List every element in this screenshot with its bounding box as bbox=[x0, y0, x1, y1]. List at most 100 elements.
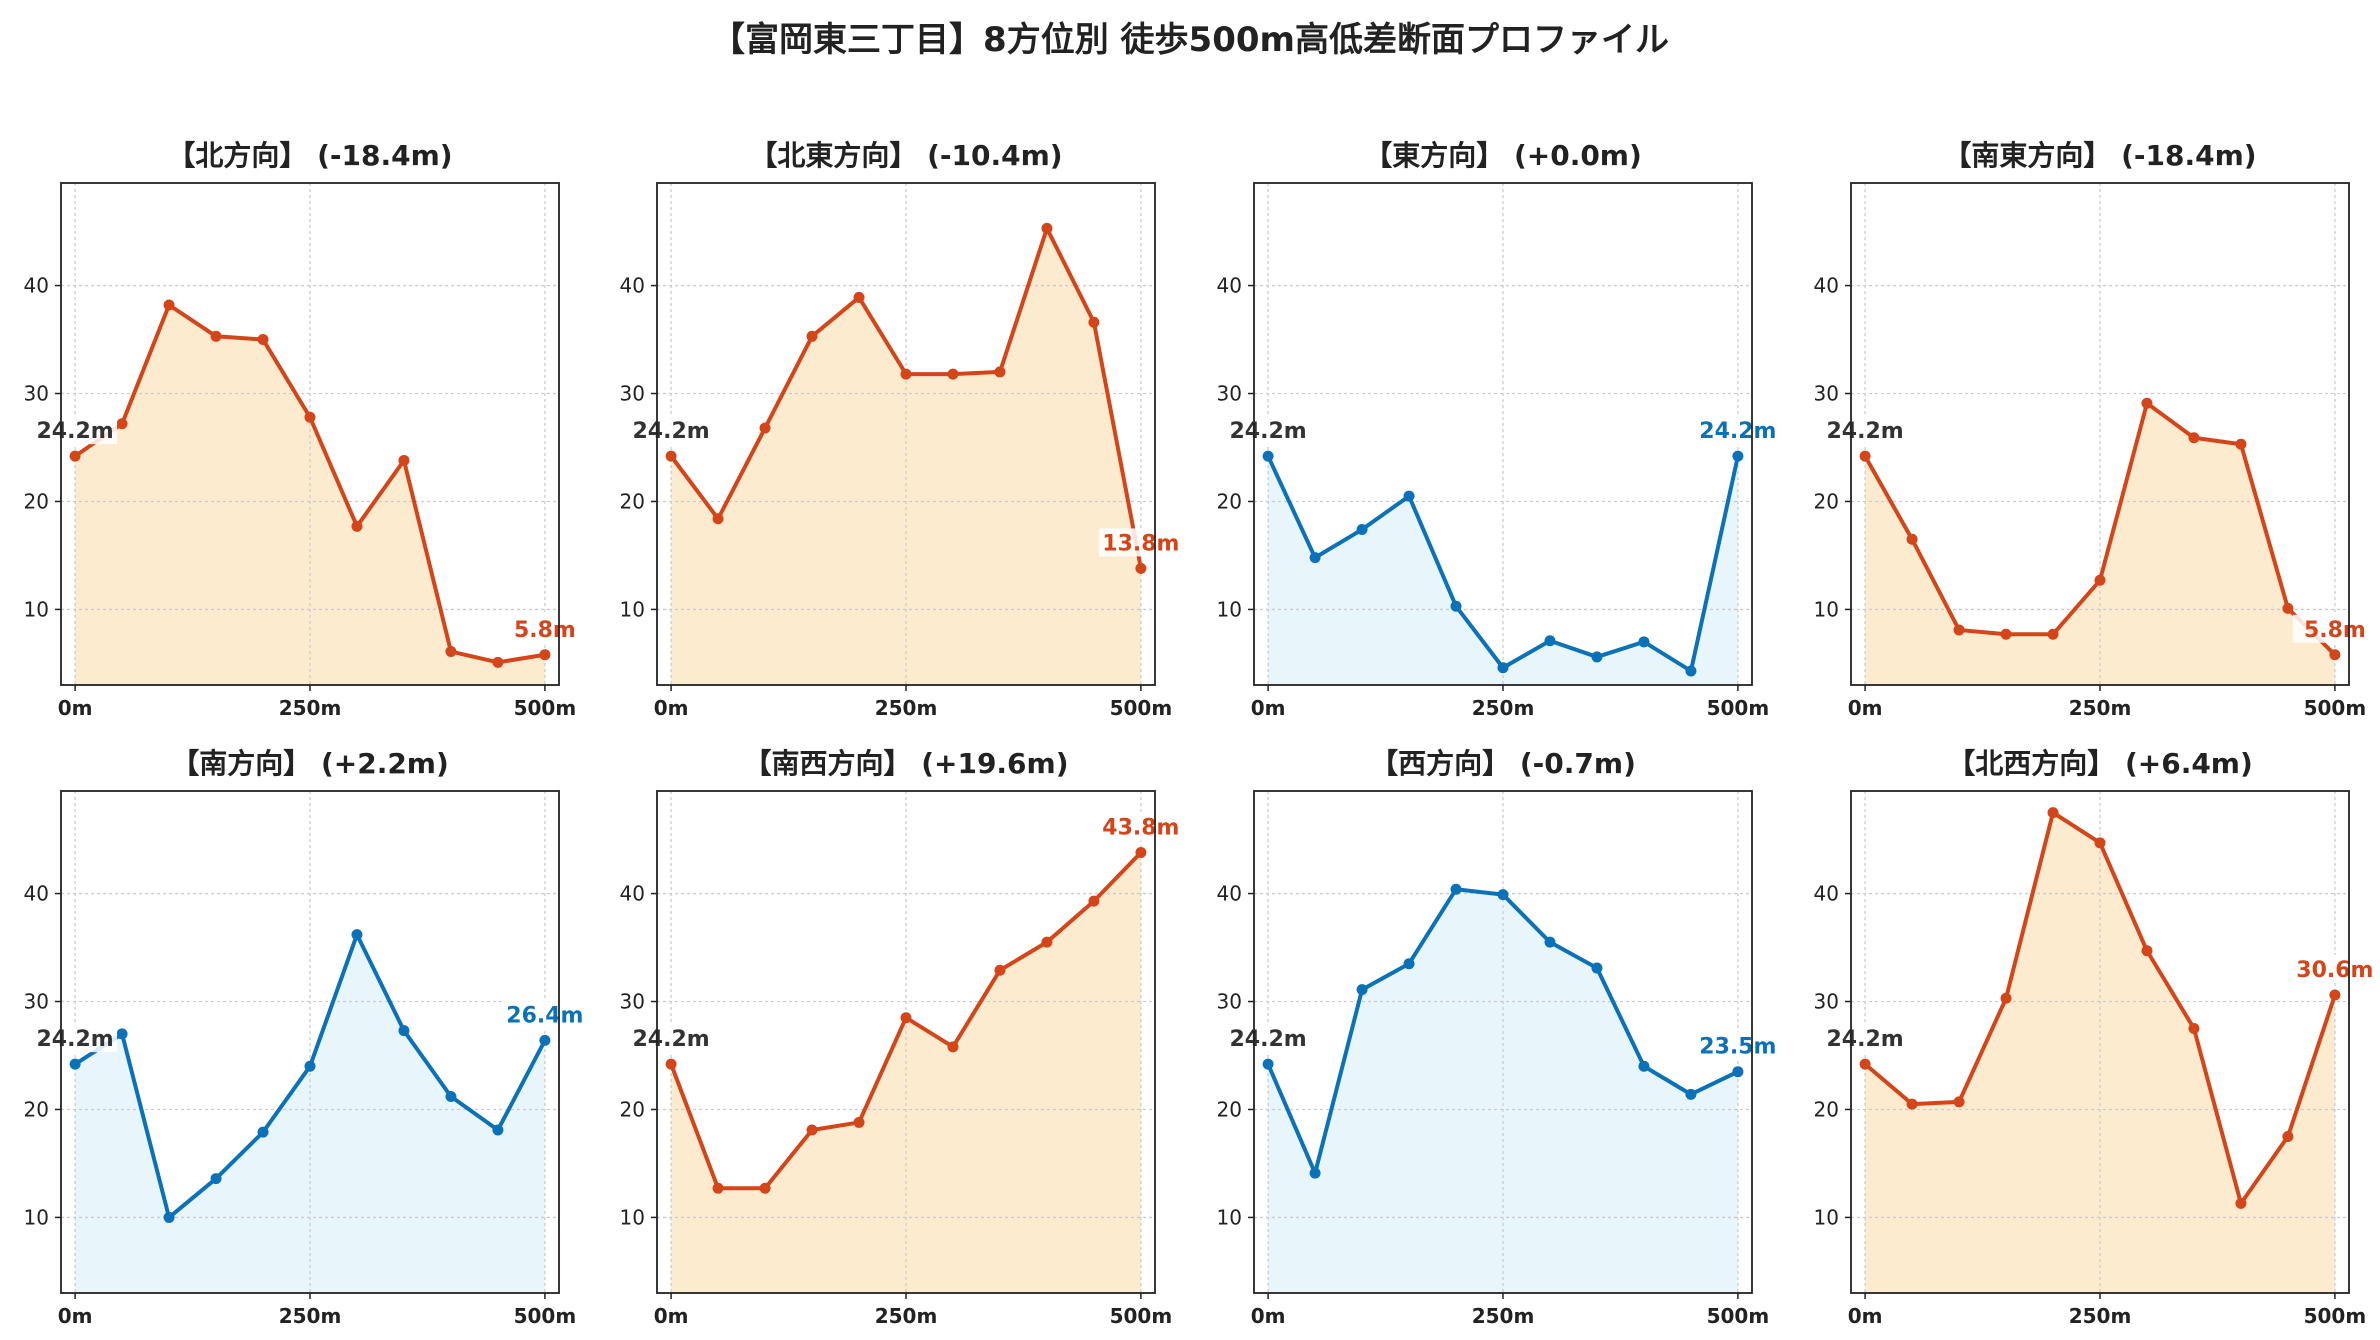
x-tick-label: 500m bbox=[2304, 696, 2367, 720]
start-elevation-label: 24.2m bbox=[632, 1027, 709, 1052]
profile-point bbox=[1859, 1058, 1871, 1070]
end-elevation-label: 24.2m bbox=[1699, 419, 1776, 444]
plot-frame bbox=[1253, 182, 1753, 686]
profile-point bbox=[853, 291, 865, 303]
plot-frame bbox=[656, 790, 1156, 1294]
profile-area bbox=[75, 304, 545, 685]
profile-panel-0: 10 20 30 40 0m 250m 500m 24.2m 5.8m 【北方向】 (-18.4m… bbox=[24, 139, 587, 720]
profile-point bbox=[2188, 432, 2200, 444]
profile-point bbox=[1403, 490, 1415, 502]
profile-point bbox=[210, 330, 222, 342]
end-label-bg bbox=[2292, 955, 2377, 984]
y-tick-label: 40 bbox=[620, 882, 645, 906]
profile-point bbox=[2282, 1130, 2294, 1142]
profile-point bbox=[665, 1058, 677, 1070]
profile-area bbox=[1865, 403, 2335, 685]
y-tick-label: 40 bbox=[620, 274, 645, 298]
profile-point bbox=[1591, 651, 1603, 663]
profile-point bbox=[163, 1211, 175, 1223]
y-tick-label: 10 bbox=[620, 597, 645, 621]
profile-point bbox=[257, 334, 269, 346]
x-tick-label: 0m bbox=[1848, 1304, 1883, 1328]
profile-area bbox=[1865, 812, 2335, 1293]
profile-point bbox=[1356, 524, 1368, 536]
profile-point bbox=[1262, 450, 1274, 462]
y-tick-label: 30 bbox=[1814, 382, 1839, 406]
start-label-bg bbox=[629, 1024, 714, 1053]
profile-point bbox=[994, 366, 1006, 378]
profile-point bbox=[1953, 624, 1965, 636]
y-tick-label: 30 bbox=[620, 382, 645, 406]
profile-area bbox=[671, 228, 1141, 686]
y-tick-label: 30 bbox=[620, 990, 645, 1014]
profile-point bbox=[1088, 316, 1100, 328]
start-label-bg bbox=[33, 1024, 118, 1053]
x-tick-label: 500m bbox=[1110, 696, 1173, 720]
profile-point bbox=[1732, 450, 1744, 462]
profile-panel-5: 10 20 30 40 0m 250m 500m 24.2m 43.8m 【南西方向】 (+19.… bbox=[620, 747, 1183, 1328]
panel-title: 【北東方向】 (-10.4m) bbox=[749, 139, 1062, 172]
profile-point bbox=[759, 1182, 771, 1194]
end-elevation-label: 43.8m bbox=[1102, 816, 1179, 841]
profile-point bbox=[116, 1028, 128, 1040]
end-elevation-label: 5.8m bbox=[2304, 618, 2366, 643]
start-elevation-label: 24.2m bbox=[1826, 1027, 1903, 1052]
profile-point bbox=[398, 454, 410, 466]
x-tick-label: 250m bbox=[279, 696, 342, 720]
panel-title: 【西方向】 (-0.7m) bbox=[1370, 747, 1636, 780]
y-tick-label: 20 bbox=[1217, 1097, 1242, 1121]
chart-suptitle: 【富岡東三丁目】8方位別 徒歩500m高低差断面プロファイル bbox=[711, 20, 1669, 60]
start-label-bg bbox=[1226, 416, 1311, 445]
profile-point bbox=[539, 1034, 551, 1046]
y-tick-label: 10 bbox=[1217, 597, 1242, 621]
profile-point bbox=[947, 368, 959, 380]
panel-title: 【南西方向】 (+19.6m) bbox=[743, 747, 1068, 780]
x-tick-label: 0m bbox=[1251, 1304, 1286, 1328]
panel-title: 【南東方向】 (-18.4m) bbox=[1943, 139, 2256, 172]
start-label-bg bbox=[629, 416, 714, 445]
profile-point bbox=[2141, 945, 2153, 957]
profile-point bbox=[445, 1091, 457, 1103]
profile-point bbox=[1135, 847, 1147, 859]
start-elevation-label: 24.2m bbox=[36, 419, 113, 444]
profile-point bbox=[712, 1182, 724, 1194]
profile-point bbox=[947, 1041, 959, 1053]
y-tick-label: 10 bbox=[24, 597, 49, 621]
x-tick-label: 500m bbox=[1110, 1304, 1173, 1328]
y-tick-label: 30 bbox=[1814, 990, 1839, 1014]
profile-point bbox=[853, 1116, 865, 1128]
profile-point bbox=[2000, 992, 2012, 1004]
x-tick-label: 0m bbox=[654, 1304, 689, 1328]
y-tick-label: 10 bbox=[1814, 597, 1839, 621]
profile-point bbox=[1309, 1167, 1321, 1179]
end-elevation-label: 5.8m bbox=[514, 618, 576, 643]
profile-point bbox=[2235, 438, 2247, 450]
panel-title: 【南方向】 (+2.2m) bbox=[171, 747, 449, 780]
profile-point bbox=[2094, 574, 2106, 586]
profile-panel-4: 10 20 30 40 0m 250m 500m 24.2m 26.4m 【南方向】 (+2.2m… bbox=[24, 747, 587, 1328]
end-label-bg bbox=[502, 614, 587, 643]
y-tick-label: 10 bbox=[24, 1205, 49, 1229]
y-tick-label: 30 bbox=[1217, 382, 1242, 406]
x-tick-label: 500m bbox=[1707, 1304, 1770, 1328]
y-tick-label: 20 bbox=[24, 1097, 49, 1121]
start-label-bg bbox=[33, 416, 118, 445]
x-tick-label: 0m bbox=[58, 1304, 93, 1328]
profile-panel-6: 10 20 30 40 0m 250m 500m 24.2m 23.5m 【西方向】 (-0.7m… bbox=[1217, 747, 1780, 1328]
plot-frame bbox=[1850, 790, 2350, 1294]
start-elevation-label: 24.2m bbox=[1229, 419, 1306, 444]
profile-point bbox=[163, 299, 175, 311]
profile-point bbox=[1685, 665, 1697, 677]
profile-point bbox=[759, 422, 771, 434]
x-tick-label: 250m bbox=[875, 696, 938, 720]
x-tick-label: 500m bbox=[514, 1304, 577, 1328]
profile-point bbox=[2047, 807, 2059, 819]
x-tick-label: 250m bbox=[2069, 1304, 2132, 1328]
profile-point bbox=[2141, 397, 2153, 409]
x-tick-label: 250m bbox=[2069, 696, 2132, 720]
profile-point bbox=[1088, 895, 1100, 907]
y-tick-label: 10 bbox=[620, 1205, 645, 1229]
profile-point bbox=[2282, 602, 2294, 614]
profile-point bbox=[1450, 883, 1462, 895]
